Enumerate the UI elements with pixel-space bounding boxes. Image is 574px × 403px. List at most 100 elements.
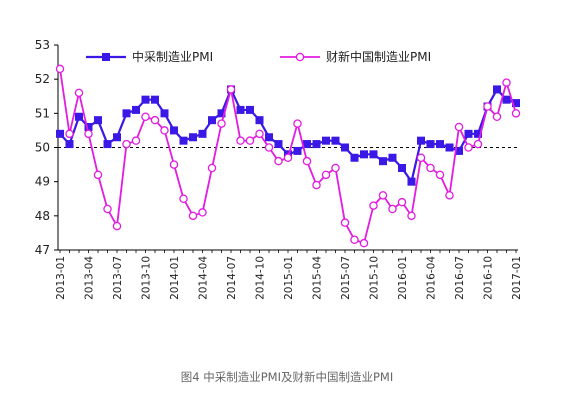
y-tick-label: 49 xyxy=(35,175,50,189)
x-tick-label: 2016-04 xyxy=(426,256,438,300)
chart-axes: 47 48 49 50 51 52 53 2013-01 2013-04 2013-07 2013-… xyxy=(35,38,523,300)
data-point xyxy=(75,112,83,121)
legend-label: 财新中国制造业PMI xyxy=(326,49,431,64)
y-tick-label: 48 xyxy=(35,209,50,223)
data-point xyxy=(274,156,283,166)
data-point xyxy=(369,150,378,159)
data-point xyxy=(131,136,141,145)
data-point xyxy=(255,116,264,125)
x-tick-label: 2013-10 xyxy=(141,256,153,300)
x-tick-label: 2016-07 xyxy=(454,256,466,300)
data-point xyxy=(217,109,226,118)
data-point xyxy=(103,204,112,214)
data-point xyxy=(398,164,406,172)
y-tick-label: 52 xyxy=(35,72,50,86)
data-point xyxy=(56,129,64,138)
data-point xyxy=(512,99,520,108)
data-point xyxy=(55,64,65,74)
data-point xyxy=(198,208,207,217)
data-point xyxy=(417,136,425,145)
series-cflp-pmi xyxy=(56,85,520,186)
x-tick-label: 2014-07 xyxy=(226,256,238,300)
x-tick-label: 2016-10 xyxy=(483,256,495,300)
data-point xyxy=(445,191,454,200)
data-point xyxy=(350,153,359,162)
data-point xyxy=(160,109,169,118)
data-point xyxy=(303,140,311,149)
x-tick-label: 2015-07 xyxy=(340,256,352,300)
x-tick-label: 2016-01 xyxy=(397,256,409,300)
data-point xyxy=(474,129,482,138)
data-point xyxy=(369,201,378,210)
data-point xyxy=(388,204,397,214)
data-point xyxy=(350,235,359,244)
x-tick-label: 2014-04 xyxy=(198,256,210,300)
data-point xyxy=(416,153,426,162)
series-line xyxy=(59,86,517,185)
x-tick-label: 2017-01 xyxy=(511,256,523,300)
data-point xyxy=(169,160,179,169)
data-point xyxy=(217,119,226,128)
data-point xyxy=(170,126,178,135)
figure-caption: 图4 中采制造业PMI及财新中国制造业PMI xyxy=(180,370,394,384)
data-point xyxy=(122,139,131,149)
data-point xyxy=(502,78,511,87)
data-point xyxy=(341,143,349,152)
data-point xyxy=(492,112,502,122)
data-point xyxy=(464,143,473,152)
data-point xyxy=(426,163,435,173)
data-point xyxy=(473,139,483,149)
data-point xyxy=(312,180,321,190)
data-point xyxy=(265,133,273,142)
data-point xyxy=(160,126,169,135)
data-point xyxy=(84,129,93,139)
x-tick-label: 2015-01 xyxy=(283,256,295,300)
data-point xyxy=(435,170,445,180)
data-point xyxy=(150,115,160,125)
data-point xyxy=(264,143,274,152)
data-point xyxy=(302,156,312,166)
data-point xyxy=(207,163,217,173)
data-point xyxy=(321,170,331,180)
data-point xyxy=(293,146,302,155)
data-point xyxy=(331,163,340,173)
data-point xyxy=(502,95,511,104)
x-tick-label: 2013-01 xyxy=(55,256,67,300)
data-point xyxy=(455,146,463,155)
data-point xyxy=(340,218,350,227)
data-point xyxy=(132,105,140,114)
data-point xyxy=(103,140,112,149)
data-point xyxy=(407,177,416,186)
x-tick-label: 2013-04 xyxy=(84,256,96,300)
data-point xyxy=(74,88,84,98)
data-point xyxy=(179,194,188,203)
data-point xyxy=(141,95,150,104)
x-tick-label: 2015-04 xyxy=(312,256,324,300)
data-point xyxy=(293,119,302,128)
data-point xyxy=(246,105,254,114)
data-point xyxy=(464,129,473,138)
data-point xyxy=(179,136,188,145)
data-point xyxy=(397,197,407,207)
data-point xyxy=(255,129,264,139)
y-tick-label: 53 xyxy=(35,38,50,52)
data-point xyxy=(113,133,121,142)
data-point xyxy=(407,211,416,221)
data-point xyxy=(151,95,159,104)
data-point xyxy=(236,136,245,145)
data-point xyxy=(359,238,369,248)
data-point xyxy=(274,140,283,149)
data-point xyxy=(445,143,454,152)
data-point xyxy=(493,85,501,94)
data-point xyxy=(312,140,321,149)
data-point xyxy=(322,136,330,145)
data-point xyxy=(226,85,236,94)
series-caixin-pmi xyxy=(55,64,521,248)
data-point xyxy=(65,129,74,139)
y-tick-label: 51 xyxy=(35,106,50,120)
data-point xyxy=(112,221,122,231)
data-point xyxy=(94,116,102,125)
x-tick-label: 2015-10 xyxy=(369,256,381,300)
data-point xyxy=(208,116,216,125)
data-point xyxy=(245,136,255,145)
